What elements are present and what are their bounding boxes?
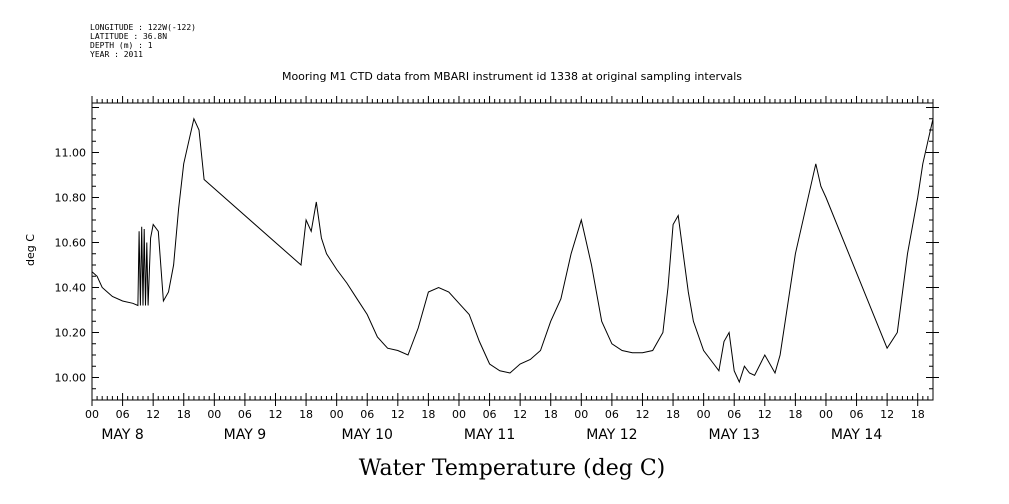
x-hour-label: 00 xyxy=(819,408,833,421)
x-hour-label: 00 xyxy=(330,408,344,421)
x-day-label: MAY 11 xyxy=(464,427,515,443)
x-hour-label: 18 xyxy=(666,408,680,421)
y-tick-label: 10.60 xyxy=(55,237,87,250)
x-hour-label: 06 xyxy=(360,408,374,421)
y-tick-label: 10.00 xyxy=(55,372,87,385)
x-hour-label: 18 xyxy=(421,408,435,421)
x-day-label: MAY 9 xyxy=(224,427,266,443)
y-tick-label: 11.00 xyxy=(55,147,87,160)
x-day-label: MAY 13 xyxy=(709,427,760,443)
x-hour-label: 06 xyxy=(116,408,130,421)
x-day-label: MAY 14 xyxy=(831,427,882,443)
x-hour-label: 18 xyxy=(911,408,925,421)
meta-latitude: LATITUDE : 36.8N xyxy=(90,32,167,41)
x-hour-label: 18 xyxy=(788,408,802,421)
x-day-labels: MAY 8 MAY 9 MAY 10 MAY 11 MAY 12 MAY 13 MAY 14 xyxy=(101,427,882,443)
x-hour-label: 00 xyxy=(452,408,466,421)
x-hour-label: 00 xyxy=(697,408,711,421)
x-hour-label: 06 xyxy=(727,408,741,421)
x-hour-label: 00 xyxy=(207,408,221,421)
x-hour-label: 18 xyxy=(299,408,313,421)
metadata-block: LONGITUDE : 122W(-122) LATITUDE : 36.8N … xyxy=(90,23,196,59)
y-axis-label: deg C xyxy=(24,234,37,266)
y-tick-labels: 10.00 10.20 10.40 10.60 10.80 11.00 xyxy=(55,147,87,385)
tick-marks xyxy=(91,96,939,406)
temperature-series-line xyxy=(91,117,934,384)
x-hour-label: 06 xyxy=(850,408,864,421)
y-tick-label: 10.80 xyxy=(55,192,87,205)
x-hour-label: 12 xyxy=(635,408,649,421)
x-hour-tick-labels: 00 06 12 18 00 06 12 18 00 06 12 18 00 06 12 18 00 06 12 18… xyxy=(85,408,925,421)
x-day-label: MAY 10 xyxy=(342,427,393,443)
x-day-label: MAY 12 xyxy=(586,427,637,443)
x-hour-label: 12 xyxy=(146,408,160,421)
plot-frame xyxy=(91,102,934,401)
chart-title: Mooring M1 CTD data from MBARI instrumen… xyxy=(282,70,742,83)
x-hour-label: 06 xyxy=(238,408,252,421)
x-hour-label: 18 xyxy=(177,408,191,421)
x-hour-label: 06 xyxy=(605,408,619,421)
x-hour-label: 18 xyxy=(544,408,558,421)
meta-year: YEAR : 2011 xyxy=(90,50,143,59)
x-hour-label: 00 xyxy=(574,408,588,421)
x-hour-label: 12 xyxy=(391,408,405,421)
y-tick-label: 10.40 xyxy=(55,282,87,295)
x-axis-title: Water Temperature (deg C) xyxy=(359,456,666,481)
x-hour-label: 12 xyxy=(880,408,894,421)
y-tick-label: 10.20 xyxy=(55,327,87,340)
meta-longitude: LONGITUDE : 122W(-122) xyxy=(90,23,196,32)
x-hour-label: 12 xyxy=(758,408,772,421)
x-day-label: MAY 8 xyxy=(101,427,143,443)
x-hour-label: 12 xyxy=(513,408,527,421)
x-hour-label: 00 xyxy=(85,408,99,421)
x-hour-label: 12 xyxy=(268,408,282,421)
meta-depth: DEPTH (m) : 1 xyxy=(90,41,153,50)
x-hour-label: 06 xyxy=(483,408,497,421)
